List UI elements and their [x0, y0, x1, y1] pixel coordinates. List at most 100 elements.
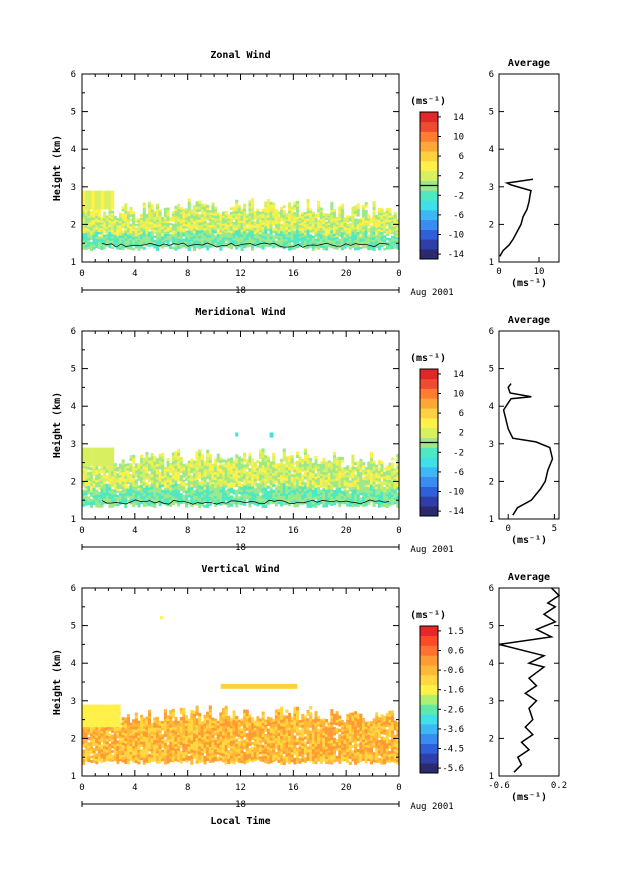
heatmap-cell [153, 490, 157, 494]
heatmap-cell [248, 200, 252, 204]
heatmap-cell [306, 492, 310, 497]
heatmap-cell [110, 447, 115, 467]
heatmap-cell [391, 226, 395, 229]
heatmap-cell [171, 215, 175, 218]
heatmap-cell [251, 232, 255, 237]
heatmap-cell [266, 490, 270, 495]
heatmap-cell [383, 487, 387, 490]
heatmap-cell [301, 238, 305, 242]
heatmap-cell [163, 218, 167, 222]
heatmap-cell [190, 216, 194, 219]
heatmap-cell [150, 479, 154, 484]
heatmap-cell [282, 214, 286, 218]
heatmap-cell [145, 237, 149, 240]
heatmap-cell [208, 241, 212, 244]
heatmap-cell [214, 474, 218, 478]
heatmap-cell [118, 229, 123, 232]
heatmap-cell [126, 210, 130, 214]
heatmap-cell [258, 449, 263, 453]
heatmap-cell [377, 233, 381, 237]
heatmap-cell [116, 233, 120, 236]
heatmap-cell [380, 208, 384, 211]
heatmap-cell [391, 491, 395, 495]
heatmap-cell [309, 238, 313, 242]
heatmap-cell [211, 481, 215, 485]
heatmap-cell [82, 749, 86, 754]
heatmap-cell [359, 466, 363, 470]
heatmap-cell [166, 458, 170, 462]
heatmap-cell [362, 504, 366, 508]
heatmap-cell [118, 241, 123, 244]
heatmap-cell [203, 213, 207, 217]
heatmap-cell [298, 214, 302, 217]
heatmap-cell [103, 477, 107, 482]
heatmap-cell [298, 226, 302, 229]
heatmap-cell [383, 247, 387, 251]
heatmap-cell [391, 465, 395, 469]
heatmap-cell [282, 501, 286, 506]
heatmap-cell [295, 466, 300, 471]
heatmap-cell [245, 471, 249, 475]
heatmap-cell [319, 207, 323, 211]
heatmap-cell [145, 460, 149, 465]
heatmap-cell [285, 218, 289, 222]
heatmap-cell [113, 727, 117, 732]
heatmap-cell [126, 479, 130, 482]
heatmap-cell [354, 474, 358, 478]
heatmap-cell [232, 208, 236, 212]
heatmap-cell [140, 738, 144, 742]
heatmap-cell [161, 749, 165, 753]
heatmap-cell [385, 493, 389, 497]
heatmap-cell [95, 222, 99, 226]
heatmap-cell [169, 475, 173, 478]
y-tick-label: 4 [71, 145, 76, 155]
heatmap-cell [137, 739, 141, 743]
heatmap-cell [380, 216, 384, 220]
heatmap-cell [351, 231, 355, 235]
heatmap-cell [108, 217, 112, 221]
heatmap-cell [211, 468, 215, 471]
heatmap-cell [177, 241, 181, 244]
heatmap-cell [82, 484, 86, 488]
heatmap-cell [354, 469, 358, 473]
heatmap-cell [211, 465, 215, 469]
heatmap-cell [391, 244, 395, 248]
heatmap-cell [92, 229, 96, 233]
heatmap-cell [256, 472, 260, 476]
heatmap-cell [277, 476, 281, 480]
heatmap-cell [145, 466, 149, 471]
heatmap-cell [391, 488, 395, 492]
heatmap-cell [142, 210, 146, 214]
heatmap-cell [343, 489, 347, 492]
heatmap-cell [224, 242, 228, 246]
heatmap-cell [153, 476, 157, 480]
heatmap-cell [203, 239, 207, 243]
heatmap-cell [137, 225, 141, 228]
heatmap-cell [208, 471, 212, 475]
heatmap-cell [396, 501, 400, 506]
heatmap-cell [150, 500, 154, 504]
heatmap-cell [105, 746, 109, 750]
heatmap-cell [142, 720, 146, 724]
heatmap-cell [298, 501, 302, 505]
heatmap-cell [285, 480, 289, 484]
heatmap-cell [174, 220, 178, 224]
heatmap-cell [343, 244, 347, 248]
heatmap-cell [369, 248, 373, 251]
heatmap-cell [285, 224, 289, 227]
heatmap-cell [166, 237, 170, 241]
heatmap-cell [124, 738, 128, 741]
heatmap-cell [243, 484, 247, 489]
heatmap-cell [295, 226, 300, 230]
heatmap-cell [113, 741, 117, 745]
heatmap-cell [174, 454, 178, 458]
heatmap-cell [97, 468, 101, 472]
heatmap-cell [216, 481, 220, 486]
heatmap-cell [295, 497, 300, 501]
heatmap-cell [319, 463, 323, 467]
heatmap-cell [332, 226, 336, 230]
heatmap-cell [155, 232, 160, 236]
heatmap-cell [187, 201, 191, 205]
heatmap-cell [150, 236, 154, 240]
heatmap-cell [140, 743, 144, 747]
